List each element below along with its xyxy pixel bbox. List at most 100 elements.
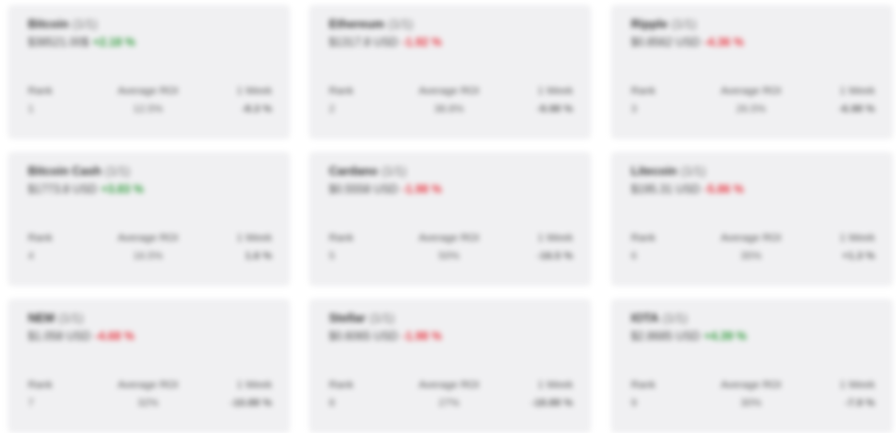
coin-change: -1.98 % bbox=[402, 184, 442, 196]
roi-stat: Average ROI 50% bbox=[399, 232, 499, 262]
week-stat: 1 Week -18.88 % bbox=[513, 379, 573, 409]
coin-title: Litecoin (1/1) bbox=[631, 164, 875, 180]
stat-label: 1 Week bbox=[236, 232, 272, 244]
coin-count: (1/1) bbox=[72, 17, 98, 31]
coin-name: Ripple bbox=[631, 17, 668, 31]
stat-label: Average ROI bbox=[720, 232, 782, 244]
stat-label: Rank bbox=[329, 85, 354, 97]
rank-stat: Rank 5 bbox=[329, 232, 367, 262]
coin-card[interactable]: Litecoin (1/1) $195.31 USD -5.86 % Rank 6 Aver… bbox=[611, 152, 893, 286]
coin-stats: Rank 8 Average ROI 27% 1 Week -18.88 % bbox=[329, 379, 573, 419]
stat-label: 1 Week bbox=[537, 379, 573, 391]
coin-stats: Rank 1 Average ROI 12.5% 1 Week -8.3 % bbox=[28, 85, 272, 125]
coin-price: $2.8685 USD bbox=[631, 331, 701, 343]
coin-title: Stellar (1/1) bbox=[329, 311, 573, 327]
stat-label: Average ROI bbox=[117, 379, 179, 391]
coin-change: -4.36 % bbox=[704, 37, 744, 49]
stat-value: -10.88 % bbox=[229, 397, 272, 409]
coin-price: $0.5558 USD bbox=[329, 184, 399, 196]
stat-value: -6.98 % bbox=[838, 103, 875, 115]
coin-price-line: $1773.8 USD +3.83 % bbox=[28, 184, 272, 202]
coin-price-line: $195.31 USD -5.86 % bbox=[631, 184, 875, 202]
stat-value: 3 bbox=[631, 103, 637, 115]
stat-value: -8.3 % bbox=[241, 103, 272, 115]
stat-value: 32% bbox=[137, 397, 159, 409]
stat-value: 2 bbox=[329, 103, 335, 115]
stat-label: Rank bbox=[631, 85, 656, 97]
coin-count: (1/1) bbox=[105, 164, 131, 178]
stat-label: Rank bbox=[631, 232, 656, 244]
roi-stat: Average ROI 16.5% bbox=[98, 232, 198, 262]
coin-stats: Rank 5 Average ROI 50% 1 Week -16.5 % bbox=[329, 232, 573, 272]
week-stat: 1 Week 1.6 % bbox=[212, 232, 272, 262]
coin-card[interactable]: NEM (1/1) $1.058 USD -4.68 % Rank 7 Average RO… bbox=[8, 299, 290, 433]
rank-stat: Rank 8 bbox=[329, 379, 367, 409]
coin-name: Bitcoin Cash bbox=[28, 164, 102, 178]
coin-stats: Rank 3 Average ROI 26.5% 1 Week -6.98 % bbox=[631, 85, 875, 125]
coin-price-line: $2.8685 USD +4.39 % bbox=[631, 331, 875, 349]
stat-label: 1 Week bbox=[236, 379, 272, 391]
week-stat: 1 Week -9.98 % bbox=[513, 85, 573, 115]
coin-stats: Rank 7 Average ROI 32% 1 Week -10.88 % bbox=[28, 379, 272, 419]
coin-card[interactable]: Stellar (1/1) $0.6065 USD -1.98 % Rank 8 Avera… bbox=[309, 299, 591, 433]
coin-price-line: $38521.00$ +2.18 % bbox=[28, 37, 272, 55]
stat-label: Average ROI bbox=[418, 232, 480, 244]
stat-label: 1 Week bbox=[537, 232, 573, 244]
coin-title: IOTA (1/1) bbox=[631, 311, 875, 327]
stat-label: Rank bbox=[631, 379, 656, 391]
roi-stat: Average ROI 38.8% bbox=[399, 85, 499, 115]
stat-label: 1 Week bbox=[839, 379, 875, 391]
week-stat: 1 Week -8.3 % bbox=[212, 85, 272, 115]
roi-stat: Average ROI 35% bbox=[701, 232, 801, 262]
rank-stat: Rank 2 bbox=[329, 85, 367, 115]
coin-price-line: $0.8562 USD -4.36 % bbox=[631, 37, 875, 55]
stat-label: Average ROI bbox=[117, 232, 179, 244]
coin-change: +2.18 % bbox=[92, 37, 136, 49]
stat-value: 7 bbox=[28, 397, 34, 409]
stat-value: 35% bbox=[740, 250, 762, 262]
stat-value: -16.5 % bbox=[536, 250, 573, 262]
coin-title: Bitcoin (1/1) bbox=[28, 17, 272, 33]
coin-name: NEM bbox=[28, 311, 55, 325]
coin-change: +4.39 % bbox=[704, 331, 747, 343]
coin-stats: Rank 2 Average ROI 38.8% 1 Week -9.98 % bbox=[329, 85, 573, 125]
stat-label: Rank bbox=[329, 379, 354, 391]
stat-value: 16.5% bbox=[133, 250, 163, 262]
stat-value: 1 bbox=[28, 103, 34, 115]
stat-label: 1 Week bbox=[537, 85, 573, 97]
rank-stat: Rank 7 bbox=[28, 379, 66, 409]
coin-title: NEM (1/1) bbox=[28, 311, 272, 327]
stat-value: 4 bbox=[28, 250, 34, 262]
coin-name: Litecoin bbox=[631, 164, 678, 178]
stat-value: 12.5% bbox=[133, 103, 163, 115]
coin-card[interactable]: Bitcoin (1/1) $38521.00$ +2.18 % Rank 1 Averag… bbox=[8, 5, 290, 139]
coin-count: (1/1) bbox=[369, 311, 395, 325]
week-stat: 1 Week -7.9 % bbox=[815, 379, 875, 409]
coin-count: (1/1) bbox=[671, 17, 697, 31]
coin-name: Bitcoin bbox=[28, 17, 69, 31]
coin-change: +3.83 % bbox=[101, 184, 144, 196]
coin-title: Cardano (1/1) bbox=[329, 164, 573, 180]
coin-price: $1317.8 USD bbox=[329, 37, 399, 49]
stat-value: -9.98 % bbox=[536, 103, 573, 115]
stat-value: 38.8% bbox=[434, 103, 464, 115]
coin-card[interactable]: IOTA (1/1) $2.8685 USD +4.39 % Rank 9 Average … bbox=[611, 299, 893, 433]
stat-value: -7.9 % bbox=[844, 397, 875, 409]
coin-card[interactable]: Cardano (1/1) $0.5558 USD -1.98 % Rank 5 Avera… bbox=[309, 152, 591, 286]
coin-count: (1/1) bbox=[681, 164, 706, 178]
coin-price-line: $0.5558 USD -1.98 % bbox=[329, 184, 573, 202]
stat-label: Average ROI bbox=[418, 85, 480, 97]
coin-card[interactable]: Bitcoin Cash (1/1) $1773.8 USD +3.83 % Rank 4… bbox=[8, 152, 290, 286]
stat-label: 1 Week bbox=[839, 232, 875, 244]
stat-label: Average ROI bbox=[117, 85, 179, 97]
stat-label: Average ROI bbox=[418, 379, 480, 391]
coin-card[interactable]: Ethereum (1/1) $1317.8 USD -1.92 % Rank 2 Aver… bbox=[309, 5, 591, 139]
coin-name: Cardano bbox=[329, 164, 378, 178]
stat-label: Average ROI bbox=[720, 85, 782, 97]
stat-label: 1 Week bbox=[839, 85, 875, 97]
stat-label: Rank bbox=[28, 379, 53, 391]
coin-card[interactable]: Ripple (1/1) $0.8562 USD -4.36 % Rank 3 Averag… bbox=[611, 5, 893, 139]
week-stat: 1 Week -16.5 % bbox=[513, 232, 573, 262]
stat-label: Rank bbox=[28, 232, 53, 244]
